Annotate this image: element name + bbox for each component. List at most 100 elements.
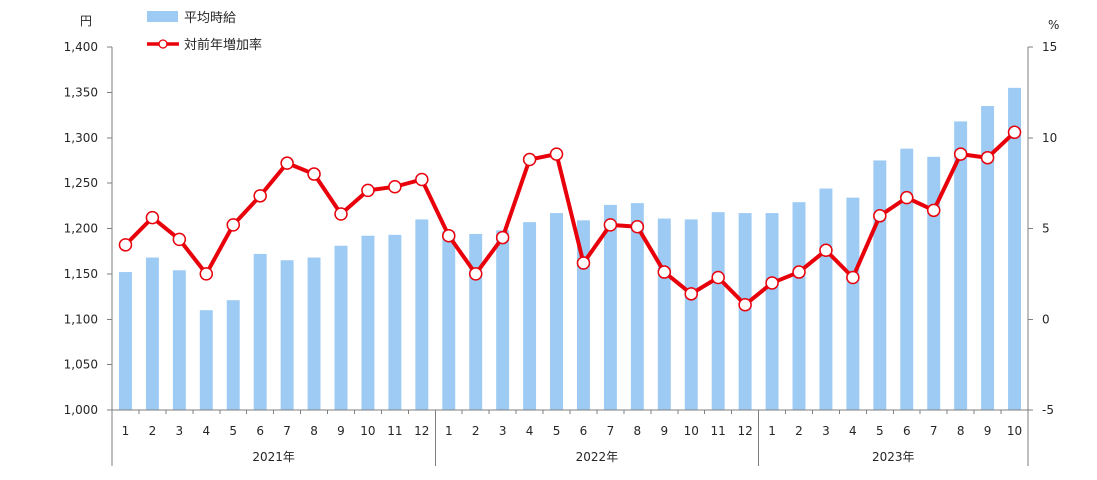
bar [226, 300, 240, 410]
y-left-tick-label: 1,050 [64, 358, 98, 372]
axes [111, 47, 1029, 411]
x-tick-label: 9 [984, 424, 992, 438]
x-tick-label: 2 [149, 424, 157, 438]
bar [172, 270, 186, 410]
x-tick-label: 3 [176, 424, 184, 438]
y-right-tick-label: 15 [1042, 40, 1057, 54]
bar [738, 213, 752, 410]
legend: 平均時給 対前年増加率 [147, 11, 262, 53]
line-marker [576, 256, 591, 270]
bar [846, 197, 860, 410]
x-tick-label: 10 [684, 424, 699, 438]
line-marker [953, 147, 968, 161]
bar [603, 204, 617, 410]
legend-label-bar: 平均時給 [184, 11, 236, 26]
x-tick-label: 2 [795, 424, 803, 438]
line-marker [819, 243, 833, 258]
line-marker [603, 218, 618, 232]
x-group-label: 2023年 [872, 450, 915, 464]
bar [415, 219, 429, 410]
bar [119, 272, 132, 410]
y-left-tick-label: 1,300 [64, 131, 98, 145]
line-marker [684, 287, 698, 301]
y-left-tick-label: 1,350 [64, 85, 98, 99]
line-marker [145, 210, 160, 225]
legend-item-line: 対前年増加率 [147, 37, 262, 53]
y-right-tick-label: -5 [1042, 403, 1054, 417]
bar [253, 253, 267, 410]
x-tick-label: 12 [737, 424, 752, 438]
line-series-path [124, 130, 1016, 307]
y-left-unit-label: 円 [80, 14, 92, 28]
line-marker [361, 183, 375, 198]
legend-label-line: 対前年増加率 [184, 37, 262, 53]
y-left-tick-label: 1,000 [64, 403, 98, 417]
y-left-tick-label: 1,400 [64, 40, 98, 54]
x-tick-label: 5 [876, 424, 884, 438]
bar [307, 257, 321, 410]
line-marker [657, 265, 672, 279]
line-marker [495, 230, 510, 245]
x-tick-label: 7 [283, 424, 291, 438]
bar [145, 257, 159, 410]
line-marker [711, 270, 725, 285]
x-tick-label: 6 [903, 424, 911, 438]
x-tick-label: 6 [256, 424, 264, 438]
bar [873, 160, 887, 410]
line-marker [630, 219, 645, 234]
bar [469, 233, 483, 410]
x-tick-label: 5 [229, 424, 237, 438]
y-right-unit-label: % [1048, 18, 1059, 32]
line-markers [118, 125, 1022, 312]
bar [1008, 87, 1021, 410]
x-group-label: 2022年 [576, 450, 619, 464]
line-marker [926, 203, 941, 218]
bar [523, 222, 537, 410]
x-tick-label: 1 [445, 424, 453, 438]
legend-swatch-marker [158, 39, 168, 49]
line-marker [765, 276, 779, 290]
y-left-tick-label: 1,250 [64, 176, 98, 190]
x-tick-label: 8 [310, 424, 318, 438]
line-marker [226, 218, 240, 232]
bar [792, 202, 806, 410]
bar [765, 213, 779, 410]
y-left-tick-label: 1,200 [64, 222, 98, 236]
x-tick-label: 7 [930, 424, 938, 438]
line-marker [388, 180, 402, 194]
line-marker [846, 270, 860, 285]
line-marker [334, 207, 348, 221]
y-left-tick-label: 1,100 [64, 312, 98, 326]
line-marker [738, 297, 752, 312]
line-marker [253, 189, 267, 203]
bar [361, 235, 375, 410]
bar [684, 219, 698, 410]
legend-swatch-bar [147, 11, 178, 22]
bar [334, 245, 348, 410]
x-tick-label: 12 [414, 424, 429, 438]
legend-item-bar: 平均時給 [147, 11, 236, 26]
x-tick-label: 10 [360, 424, 375, 438]
axis-ticks: 1,000 1,050 1,100 1,150 1,200 1,250 1,300 1,350… [64, 40, 1057, 466]
x-tick-label: 11 [387, 424, 402, 438]
line-marker [118, 238, 133, 252]
x-tick-label: 8 [957, 424, 965, 438]
bar [280, 260, 294, 410]
x-tick-label: 7 [607, 424, 615, 438]
bar [388, 234, 402, 410]
x-tick-label: 11 [711, 424, 726, 438]
y-right-tick-label: 10 [1042, 131, 1057, 145]
bar [927, 156, 941, 410]
line-marker [199, 267, 214, 281]
line-marker [172, 232, 187, 247]
x-tick-label: 9 [337, 424, 345, 438]
y-right-tick-label: 5 [1042, 222, 1050, 236]
x-group-label: 2021年 [252, 450, 295, 464]
x-tick-label: 10 [1007, 424, 1022, 438]
bar [954, 121, 968, 410]
x-tick-label: 6 [580, 424, 588, 438]
line-marker [549, 147, 564, 161]
x-tick-label: 1 [768, 424, 776, 438]
x-tick-label: 2 [472, 424, 480, 438]
